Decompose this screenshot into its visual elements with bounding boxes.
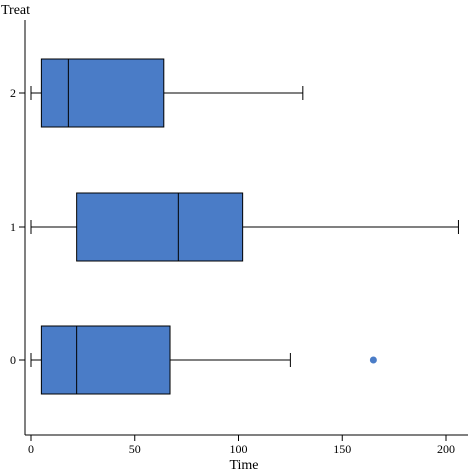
x-tick-label-100: 100 [230, 442, 248, 456]
outlier-point-0-0 [369, 356, 377, 364]
y-tick-label-0: 0 [10, 353, 16, 367]
box-1 [76, 192, 244, 262]
y-axis-title: Treat [1, 3, 30, 18]
y-tick-label-1: 1 [10, 220, 16, 234]
x-tick-label-200: 200 [437, 442, 455, 456]
x-tick-label-0: 0 [28, 442, 34, 456]
x-tick-label-50: 50 [129, 442, 141, 456]
y-tick-label-2: 2 [10, 86, 16, 100]
box-2 [40, 58, 165, 128]
x-axis-ticks: 0 50 100 150 200 [28, 435, 455, 456]
box-0 [40, 325, 171, 395]
x-tick-label-150: 150 [333, 442, 351, 456]
box-group-1 [30, 192, 459, 262]
box-group-2 [30, 58, 304, 128]
y-axis-ticks: 0 1 2 [10, 86, 25, 367]
x-axis-title: Time [229, 458, 258, 473]
box-group-0 [30, 325, 377, 395]
plot-area [30, 58, 459, 395]
